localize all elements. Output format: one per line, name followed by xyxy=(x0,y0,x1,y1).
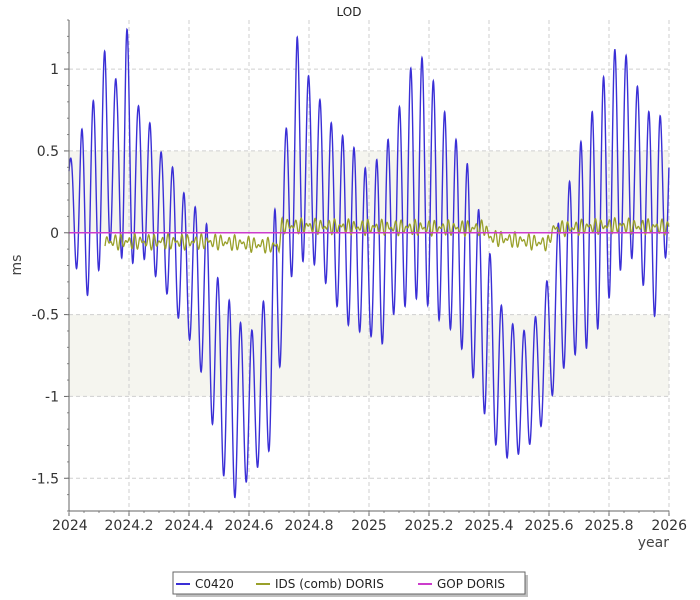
legend-items: C0420 IDS (comb) DORIS GOP DORIS xyxy=(176,577,505,591)
y-tick-labels: -1.5 -1 -0.5 0 0.5 1 xyxy=(32,62,59,487)
y-tick-label: -0.5 xyxy=(32,308,59,324)
x-tick-label: 2025 xyxy=(351,518,387,534)
legend-box xyxy=(172,571,526,595)
x-tick-label: 2025.8 xyxy=(585,518,634,534)
x-tick-label: 2024.4 xyxy=(165,518,214,534)
series-line-c0420 xyxy=(68,27,670,499)
series-layer xyxy=(68,27,670,499)
y-axis-title: ms xyxy=(9,255,25,276)
x-tick-label: 2024 xyxy=(52,518,88,534)
x-tick-labels: 2024 2024.2 2024.4 2024.6 2024.8 2025 2025.2 20… xyxy=(52,518,687,534)
legend: C0420 IDS (comb) DORIS GOP DORIS xyxy=(172,571,528,597)
x-tick-label: 2024.2 xyxy=(105,518,154,534)
axes xyxy=(64,19,670,516)
x-tick-label: 2025.2 xyxy=(405,518,454,534)
y-tick-label: 1 xyxy=(50,62,59,78)
x-tick-label: 2024.6 xyxy=(225,518,274,534)
legend-label-1: IDS (comb) DORIS xyxy=(275,577,384,591)
y-tick-label: -1 xyxy=(45,389,59,405)
y-tick-label: -1.5 xyxy=(32,471,59,487)
legend-label-2: GOP DORIS xyxy=(437,577,505,591)
x-tick-label: 2024.8 xyxy=(285,518,334,534)
series-line-ids-comb-doris xyxy=(104,216,670,254)
y-tick-label: 0 xyxy=(50,226,59,242)
x-tick-label: 2025.6 xyxy=(525,518,574,534)
x-tick-label: 2026 xyxy=(651,518,687,534)
chart-title: LOD xyxy=(337,5,362,19)
legend-label-0: C0420 xyxy=(195,577,234,591)
y-tick-label: 0.5 xyxy=(37,144,59,160)
x-axis-title: year xyxy=(638,535,669,551)
x-tick-label: 2025.4 xyxy=(465,518,514,534)
